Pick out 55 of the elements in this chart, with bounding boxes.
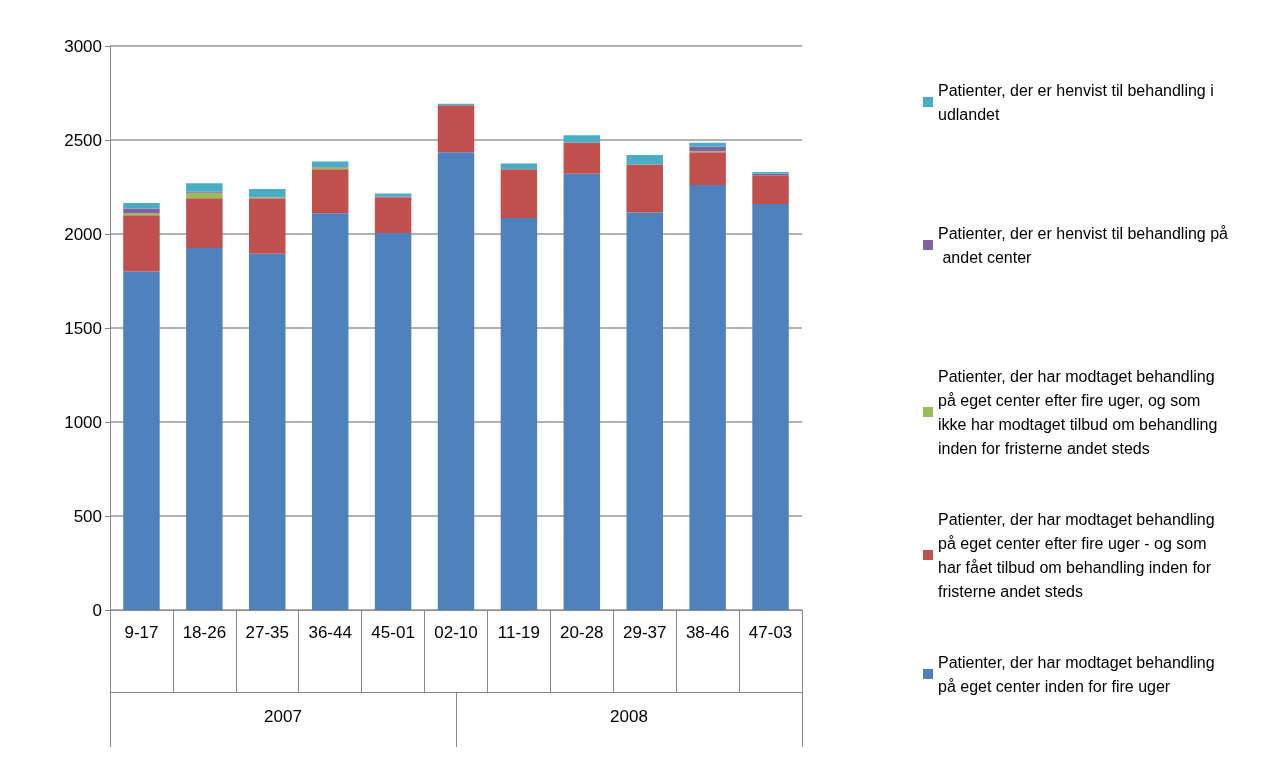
bar	[500, 169, 538, 219]
bar	[626, 155, 663, 165]
legend-label: Patienter, der er henvist til behandling i udlandet	[938, 81, 1219, 123]
bar	[311, 169, 349, 214]
x-tick-label: 9-17	[124, 623, 159, 642]
y-tick-label: 0	[92, 600, 102, 620]
legend-label: Patienter, der er henvist til behandling på andet center	[938, 224, 1229, 266]
bar	[249, 188, 286, 198]
x-tick-label: 02-10	[434, 623, 478, 642]
bar	[186, 198, 223, 249]
bar	[123, 215, 160, 272]
y-tick-label: 1500	[64, 318, 102, 338]
y-tick-label: 3000	[64, 36, 102, 56]
text: 2007	[264, 707, 302, 726]
bar	[752, 203, 789, 610]
bar	[186, 248, 223, 610]
bar	[311, 213, 349, 610]
text: 2008	[610, 707, 648, 726]
bar	[563, 173, 601, 610]
legend-label: Patienter, der har modtaget behandling på eget center efter fire uger - og som har fået tilbud om behandling inden for fristerne andet steds	[938, 510, 1220, 600]
x-tick-label: 47-03	[748, 623, 793, 642]
x-tick-label: 36-44	[308, 623, 352, 642]
bar	[689, 142, 726, 147]
bar	[752, 175, 789, 204]
legend-label: Patienter, der har modtaget behandling på eget center efter fire uger, og som ikke har modtaget tilbud om behandling inden for fristerne andet steds	[938, 367, 1222, 457]
x-tick-label: 18-26	[182, 623, 227, 642]
x-tick-label: 11-19	[497, 623, 541, 642]
x-tick-label: 29-37	[622, 623, 667, 642]
y-tick-label: 2000	[64, 224, 102, 244]
bar	[123, 202, 160, 209]
x-tick-label: 20-28	[560, 623, 604, 642]
bar	[374, 233, 412, 610]
bar	[374, 197, 412, 234]
bar	[626, 164, 663, 213]
y-tick-label: 2500	[64, 130, 102, 150]
bar	[311, 161, 349, 168]
x-tick-label: 45-01	[371, 623, 415, 642]
bar	[563, 135, 601, 143]
y-tick-label: 500	[73, 506, 102, 526]
bar	[563, 142, 601, 174]
bar	[500, 218, 538, 610]
bar	[186, 192, 223, 199]
x-tick-label: 38-46	[685, 623, 730, 642]
bar	[249, 253, 286, 610]
bar	[186, 183, 223, 192]
y-tick-label: 1000	[64, 412, 102, 432]
bar	[249, 198, 286, 254]
bar	[123, 271, 160, 610]
bar	[689, 185, 726, 610]
bar	[689, 152, 726, 186]
legend-label: Patienter, der har modtaget behandling på eget center inden for fire uger	[938, 653, 1220, 695]
bar	[437, 152, 475, 610]
bar	[626, 212, 663, 610]
x-tick-label: 27-35	[245, 623, 290, 642]
bar	[437, 105, 475, 153]
